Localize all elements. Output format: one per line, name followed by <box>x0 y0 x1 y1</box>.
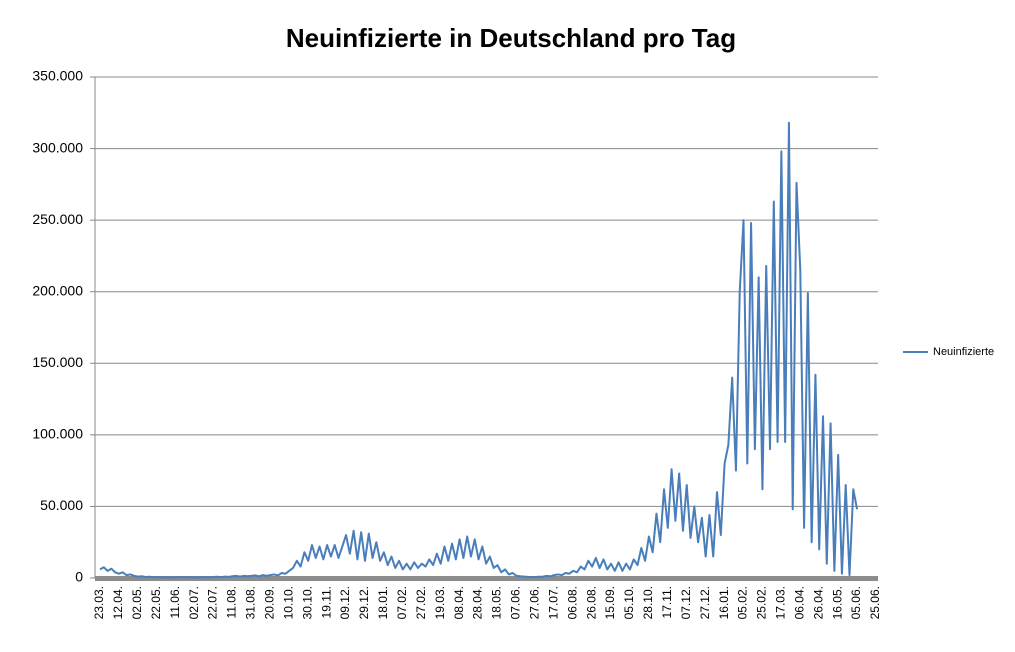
x-tick-label: 07.12. <box>679 586 693 619</box>
x-axis <box>95 576 878 581</box>
x-tick-label: 02.05. <box>130 586 144 619</box>
y-tick-label: 100.000 <box>32 426 83 442</box>
x-tick-label: 05.10. <box>622 586 636 619</box>
x-tick-label: 25.02. <box>755 586 769 619</box>
y-tick-label: 150.000 <box>32 354 83 370</box>
x-tick-label: 12.04. <box>111 586 125 619</box>
x-tick-label: 11.06. <box>168 586 182 618</box>
y-tick-label: 250.000 <box>32 211 83 227</box>
chart-title: Neuinfizierte in Deutschland pro Tag <box>286 23 736 53</box>
x-tick-label: 22.07. <box>206 586 220 619</box>
x-tick-label: 06.04. <box>792 586 806 619</box>
x-tick-label: 20.09. <box>263 586 277 619</box>
x-tick-label: 29.12. <box>357 586 371 619</box>
y-tick-label: 0 <box>75 569 83 585</box>
x-tick-label: 31.08. <box>244 586 258 619</box>
x-tick-label: 30.10. <box>300 586 314 619</box>
x-tick-label: 16.05. <box>830 586 844 619</box>
x-tick-label: 18.05. <box>490 586 504 619</box>
x-tick-label: 26.04. <box>811 586 825 619</box>
x-tick-label: 28.10. <box>641 586 655 619</box>
x-tick-label: 27.02. <box>414 586 428 619</box>
x-tick-label: 09.12. <box>338 586 352 619</box>
x-tick-label: 17.03. <box>774 586 788 619</box>
y-tick-label: 200.000 <box>32 282 83 298</box>
x-tick-label: 25.06. <box>868 586 882 619</box>
x-tick-label: 16.01. <box>717 586 731 619</box>
x-tick-label: 17.11. <box>660 586 674 618</box>
data-line <box>99 121 859 579</box>
x-tick-label: 23.03. <box>92 586 106 619</box>
legend-label: Neuinfizierte <box>933 346 994 358</box>
y-tick-label: 300.000 <box>32 139 83 155</box>
x-tick-label: 27.06. <box>527 586 541 619</box>
x-tick-label: 28.04. <box>471 586 485 619</box>
x-tick-label: 19.11. <box>319 586 333 618</box>
x-tick-label: 27.12. <box>698 586 712 619</box>
x-tick-label: 18.01. <box>376 586 390 619</box>
x-tick-label: 07.06. <box>509 586 523 619</box>
x-tick-label: 15.09. <box>603 586 617 619</box>
y-tick-label: 350.000 <box>32 68 83 84</box>
x-tick-label: 11.08. <box>225 586 239 618</box>
x-tick-label: 05.02. <box>736 586 750 619</box>
x-tick-label: 17.07. <box>546 586 560 619</box>
x-tick-label: 10.10. <box>281 586 295 619</box>
x-tick-label: 05.06. <box>849 586 863 619</box>
x-tick-label: 02.07. <box>187 586 201 619</box>
x-tick-label: 26.08. <box>584 586 598 619</box>
x-tick-label: 08.04. <box>452 586 466 619</box>
x-tick-label: 06.08. <box>565 586 579 619</box>
x-tick-label: 19.03. <box>433 586 447 619</box>
x-tick-label: 07.02. <box>395 586 409 619</box>
x-tick-label: 22.05. <box>149 586 163 619</box>
y-tick-label: 50.000 <box>40 497 83 513</box>
